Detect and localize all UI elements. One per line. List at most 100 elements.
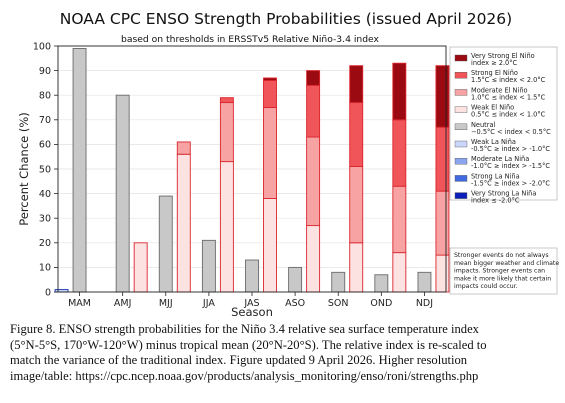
el-nino-bar-segment <box>219 161 234 293</box>
legend-swatch <box>454 89 468 96</box>
y-tick-label: 90 <box>39 66 51 77</box>
el-nino-bar-segment <box>263 198 277 293</box>
el-nino-bar-segment <box>219 102 234 163</box>
y-tick-label: 80 <box>39 91 51 102</box>
y-axis-label: Percent Chance (%) <box>17 112 31 226</box>
el-nino-bar-segment <box>306 84 321 138</box>
el-nino-bar-segment <box>176 141 191 155</box>
el-nino-bar-segment <box>219 97 234 104</box>
el-nino-bar-segment <box>392 252 407 293</box>
el-nino-bar-segment <box>435 65 450 128</box>
el-nino-bar-segment <box>306 70 321 86</box>
x-tick-label: OND <box>370 298 392 309</box>
neutral-bar-segment <box>417 271 432 293</box>
y-tick-label: 50 <box>39 164 51 175</box>
el-nino-bar-segment <box>176 153 191 293</box>
legend-swatch <box>454 140 468 148</box>
el-nino-bar-segment <box>392 185 407 254</box>
el-nino-bar-segment <box>392 62 407 121</box>
legend-series-name: Weak La Niña <box>471 138 516 146</box>
x-tick-label: JAS <box>243 298 259 309</box>
y-tick-label: 30 <box>39 214 51 225</box>
impact-note-frame <box>449 247 558 295</box>
note-line: mean bigger weather and climate <box>454 260 559 267</box>
legend-swatch <box>454 123 468 131</box>
legend-swatch <box>454 192 468 199</box>
note-line: make it more likely that certain <box>454 275 551 282</box>
legend-series-threshold: −0.5°C < index < 0.5°C <box>471 128 551 136</box>
caption-line-2: (5°N-5°S, 170°W-120°W) minus tropical me… <box>10 337 487 352</box>
x-tick-label: SON <box>328 298 349 309</box>
el-nino-bar-segment <box>349 166 364 244</box>
el-nino-bar-segment <box>349 65 364 104</box>
x-tick-label: MAM <box>68 298 91 309</box>
legend-series-threshold: 0.5°C ≤ index < 1.0°C <box>471 111 546 119</box>
chart-subtitle: based on thresholds in ERSSTv5 Relative … <box>121 34 380 45</box>
legend-series-name: Neutral <box>471 121 496 129</box>
legend-series-threshold: -0.5°C ≥ index > -1.0°C <box>471 145 550 153</box>
x-tick-label: MJJ <box>159 298 173 309</box>
y-tick-label: 0 <box>45 287 51 298</box>
y-tick-label: 20 <box>39 238 51 249</box>
neutral-bar-segment <box>288 266 303 293</box>
y-tick-label: 60 <box>39 140 51 151</box>
figure-caption: Figure 8. ENSO strength probabilities fo… <box>10 322 558 384</box>
legend-series-threshold: index ≥ 2.0°C <box>471 59 518 67</box>
neutral-bar-segment <box>115 94 130 293</box>
neutral-bar-segment <box>374 274 389 293</box>
el-nino-bar-segment <box>263 107 277 199</box>
legend-frame <box>449 46 558 201</box>
legend-series-name: Very Strong La Niña <box>471 190 536 198</box>
el-nino-bar-segment <box>263 79 277 108</box>
el-nino-bar-segment <box>435 190 450 256</box>
x-tick-label: AMJ <box>114 298 132 309</box>
legend-swatch <box>454 106 468 113</box>
el-nino-bar-segment <box>306 136 321 227</box>
legend-series-threshold: 1.5°C ≤ index < 2.0°C <box>471 76 546 84</box>
neutral-bar-segment <box>158 195 173 293</box>
caption-line-4: image/table: https://cpc.ncep.noaa.gov/p… <box>10 368 479 383</box>
legend-swatch <box>454 157 468 165</box>
neutral-bar-segment <box>72 48 87 293</box>
el-nino-bar-segment <box>392 119 407 187</box>
caption-line-1: Figure 8. ENSO strength probabilities fo… <box>10 322 479 336</box>
el-nino-bar-segment <box>306 225 321 293</box>
x-axis-ticks: MAM AMJ MJJ JJA JAS ASO SON OND NDJ <box>68 292 433 309</box>
legend-series-name: Strong La Niña <box>471 172 520 180</box>
el-nino-bar-segment <box>435 254 450 293</box>
y-tick-label: 100 <box>33 41 51 52</box>
y-tick-label: 70 <box>39 115 51 126</box>
x-axis-label: Season <box>231 305 273 319</box>
el-nino-bar-segment <box>349 242 364 293</box>
legend-swatch <box>454 54 468 62</box>
el-nino-bar-segment <box>349 102 364 167</box>
el-nino-bar-segment <box>133 242 148 293</box>
el-nino-bar-segment <box>263 77 277 81</box>
note-line: impacts could occur. <box>454 283 518 290</box>
note-line: Stronger events do not always <box>454 252 549 259</box>
legend-series-threshold: 1.0°C ≤ index < 1.5°C <box>471 93 546 101</box>
chart-title: NOAA CPC ENSO Strength Probabilities (is… <box>60 10 512 28</box>
bars-layer <box>54 48 450 293</box>
legend-swatch <box>454 71 468 79</box>
x-tick-label: ASO <box>285 298 305 309</box>
note-line: impacts. Stronger events can <box>454 268 545 275</box>
legend-series-threshold: index ≤ -2.0°C <box>471 197 520 205</box>
legend-series-name: Moderate El Niño <box>471 86 528 94</box>
legend-series-name: Moderate La Niña <box>471 155 529 163</box>
y-axis-ticks: 0 10 20 30 40 50 60 70 80 90 100 <box>33 41 58 298</box>
legend-swatch <box>454 175 468 182</box>
y-tick-label: 40 <box>39 189 51 200</box>
legend-series-name: Very Strong El Niño <box>471 52 535 60</box>
neutral-bar-segment <box>201 239 216 293</box>
el-nino-bar-segment <box>435 126 450 192</box>
y-tick-label: 10 <box>39 263 51 274</box>
legend-series-threshold: -1.5°C ≥ index > -2.0°C <box>471 179 550 187</box>
neutral-bar-segment <box>331 271 346 293</box>
legend-series-name: Weak El Niño <box>471 104 514 112</box>
x-tick-label: JJA <box>202 298 215 309</box>
neutral-bar-segment <box>245 259 259 293</box>
